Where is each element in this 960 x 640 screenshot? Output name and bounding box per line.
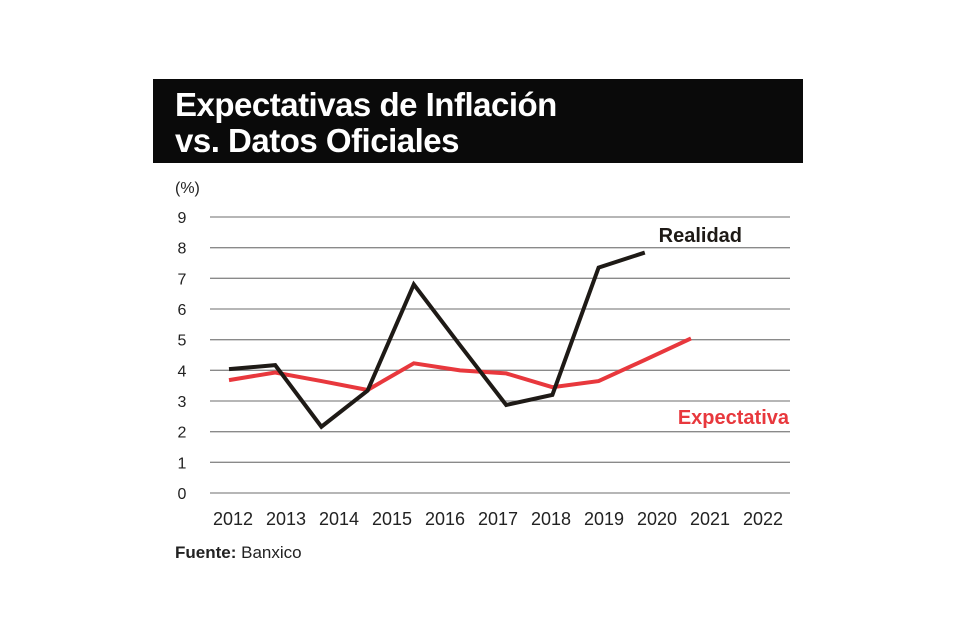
series-label-realidad: Realidad: [659, 225, 742, 247]
y-tick-label: 1: [178, 455, 187, 472]
x-tick-label: 2019: [584, 509, 624, 529]
y-tick-label: 7: [178, 271, 187, 288]
title-box: Expectativas de Inflación vs. Datos Ofic…: [153, 79, 803, 163]
x-tick-label: 2013: [266, 509, 306, 529]
x-tick-label: 2022: [743, 509, 783, 529]
y-tick-label: 8: [178, 241, 187, 258]
y-tick-label: 2: [178, 425, 187, 442]
series-line-realidad: [228, 250, 646, 430]
y-tick-label: 4: [178, 363, 187, 380]
x-tick-label: 2020: [637, 509, 677, 529]
x-tick-label: 2017: [478, 509, 518, 529]
x-tick-label: 2018: [531, 509, 571, 529]
source-value: Banxico: [241, 543, 302, 562]
x-tick-label: 2015: [372, 509, 412, 529]
y-tick-label: 9: [178, 210, 187, 227]
chart-title-line-2: vs. Datos Oficiales: [175, 122, 459, 159]
source-note: Fuente: Banxico: [175, 543, 302, 563]
x-tick-label: 2012: [213, 509, 253, 529]
y-tick-label: 5: [178, 333, 187, 350]
y-tick-label: 3: [178, 394, 187, 411]
chart-title-line-1: Expectativas de Inflación: [175, 86, 557, 123]
x-tick-label: 2021: [690, 509, 730, 529]
y-axis-unit: (%): [175, 180, 200, 197]
series-label-expectativa: Expectativa: [678, 407, 790, 429]
x-tick-label: 2016: [425, 509, 465, 529]
y-tick-label: 6: [178, 302, 187, 319]
y-tick-label: 0: [178, 486, 187, 503]
source-label: Fuente:: [175, 543, 237, 562]
x-tick-label: 2014: [319, 509, 359, 529]
